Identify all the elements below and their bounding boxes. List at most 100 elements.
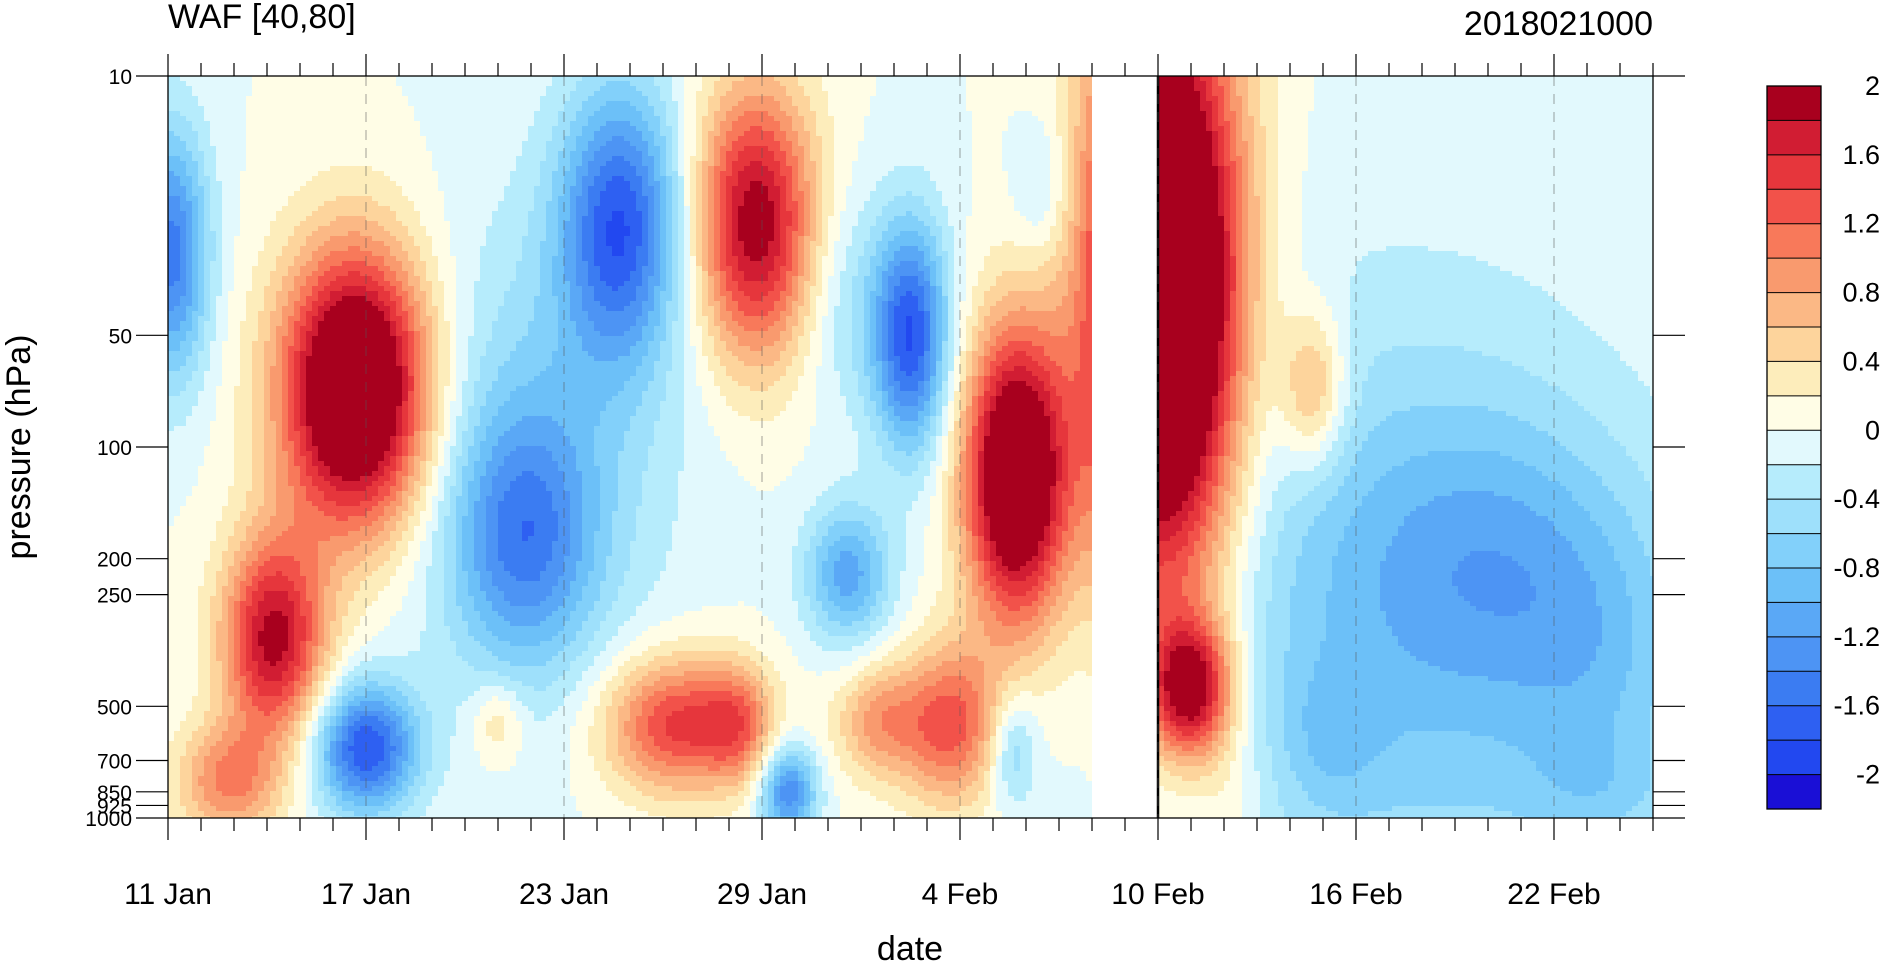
field-cell [186, 341, 193, 347]
field-cell [168, 256, 175, 262]
field-cell [210, 351, 217, 357]
field-cell [168, 506, 175, 512]
field-cell [168, 216, 175, 222]
field-cell [192, 796, 199, 802]
field-cell [216, 466, 223, 472]
field-cell [204, 641, 211, 647]
field-cell [174, 771, 181, 777]
field-cell [216, 816, 223, 822]
field-cell [186, 241, 193, 247]
field-cell [168, 606, 175, 612]
field-cell [216, 266, 223, 272]
field-cell [192, 471, 199, 477]
field-cell [222, 86, 229, 92]
field-cell [198, 556, 205, 562]
field-cell [192, 361, 199, 367]
field-cell [204, 556, 211, 562]
field-cell [192, 556, 199, 562]
field-cell [168, 181, 175, 187]
field-cell [174, 636, 181, 642]
field-cell [198, 646, 205, 652]
field-cell [186, 666, 193, 672]
field-cell [168, 221, 175, 227]
field-cell [174, 526, 181, 532]
field-cell [210, 86, 217, 92]
field-cell [174, 311, 181, 317]
field-cell [174, 266, 181, 272]
field-cell [180, 731, 187, 737]
field-cell [192, 486, 199, 492]
field-cell [210, 91, 217, 97]
field-cell [204, 746, 211, 752]
field-cell [204, 256, 211, 262]
field-cell [204, 361, 211, 367]
field-cell [210, 531, 217, 537]
field-cell [180, 616, 187, 622]
field-cell [186, 301, 193, 307]
field-cell [180, 196, 187, 202]
field-cell [198, 416, 205, 422]
field-cell [222, 481, 229, 487]
field-cell [222, 616, 229, 622]
field-cell [222, 101, 229, 107]
field-cell [168, 321, 175, 327]
field-cell [174, 306, 181, 312]
field-cell [168, 311, 175, 317]
field-cell [198, 146, 205, 152]
field-cell [222, 711, 229, 717]
field-cell [204, 86, 211, 92]
field-cell [174, 501, 181, 507]
field-cell [192, 206, 199, 212]
field-cell [174, 341, 181, 347]
field-cell [180, 131, 187, 137]
field-cell [222, 596, 229, 602]
field-cell [210, 636, 217, 642]
field-cell [180, 331, 187, 337]
field-cell [222, 331, 229, 337]
field-cell [204, 351, 211, 357]
field-cell [198, 656, 205, 662]
field-cell [180, 366, 187, 372]
field-cell [186, 446, 193, 452]
field-cell [168, 361, 175, 367]
field-cell [216, 506, 223, 512]
field-cell [198, 741, 205, 747]
field-cell [168, 306, 175, 312]
field-cell [186, 126, 193, 132]
field-cell [210, 101, 217, 107]
field-cell [192, 341, 199, 347]
field-cell [198, 106, 205, 112]
field-cell [204, 406, 211, 412]
field-cell [192, 76, 199, 82]
field-cell [198, 341, 205, 347]
field-cell [216, 206, 223, 212]
field-cell [198, 641, 205, 647]
field-cell [210, 711, 217, 717]
field-cell [168, 286, 175, 292]
field-cell [204, 251, 211, 257]
field-cell [192, 131, 199, 137]
field-cell [168, 396, 175, 402]
field-cell [186, 391, 193, 397]
field-cell [174, 686, 181, 692]
field-cell [204, 181, 211, 187]
field-cell [216, 721, 223, 727]
field-cell [186, 186, 193, 192]
field-cell [198, 696, 205, 702]
field-cell [198, 636, 205, 642]
field-cell [210, 746, 217, 752]
field-cell [186, 381, 193, 387]
field-cell [174, 296, 181, 302]
field-cell [168, 541, 175, 547]
field-cell [204, 721, 211, 727]
field-cell [168, 526, 175, 532]
field-cell [180, 266, 187, 272]
field-cell [210, 816, 217, 822]
field-cell [174, 126, 181, 132]
field-cell [192, 721, 199, 727]
field-cell [192, 751, 199, 757]
field-cell [222, 721, 229, 727]
field-cell [186, 526, 193, 532]
field-cell [186, 696, 193, 702]
field-cell [192, 111, 199, 117]
